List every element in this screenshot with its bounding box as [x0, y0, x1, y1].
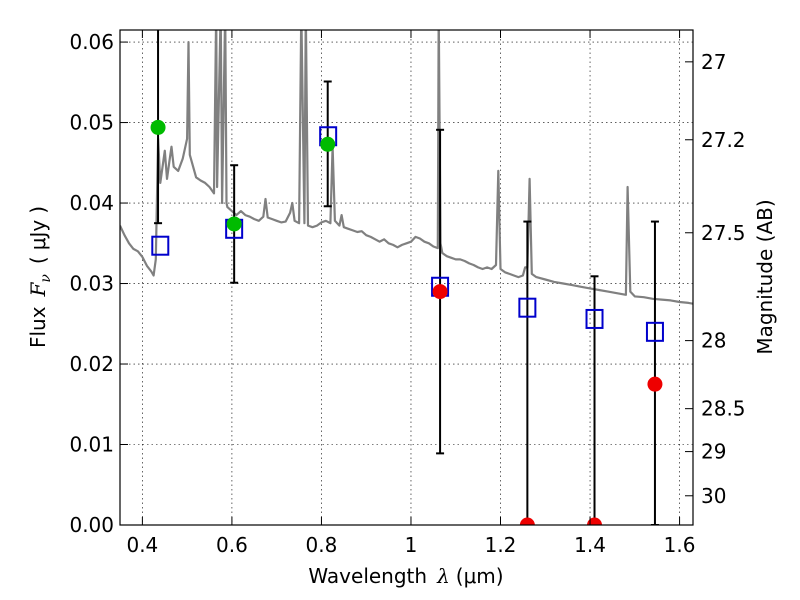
magnitude-tick-label: 28.5: [701, 397, 746, 421]
model-photometry-point: [518, 297, 537, 318]
x-tick-label: 0.8: [306, 533, 338, 557]
model-photometry-point: [151, 235, 170, 256]
x-tick-label: 1.4: [574, 533, 606, 557]
magnitude-tick-label: 27: [701, 50, 726, 74]
y-label-close-paren: ): [26, 206, 50, 214]
x-tick-label: 0.6: [216, 533, 248, 557]
y-tick-label: 0.01: [69, 433, 114, 457]
magnitude-tick-label: 27.2: [701, 128, 746, 152]
x-axis: 0.4 0.6 0.8 1 1.2 1.4 1.6: [126, 30, 695, 557]
x-axis-label: Wavelength λ (μm): [308, 564, 503, 588]
model-photometry-point: [585, 308, 604, 329]
y-label-open-paren: (: [26, 256, 50, 264]
x-tick-label: 1.2: [485, 533, 517, 557]
y-tick-label: 0.02: [69, 352, 114, 376]
nondetection-point: [432, 284, 448, 300]
nondetection-point: [647, 376, 663, 392]
magnitude-tick-label: 28: [701, 329, 726, 353]
y-tick-label: 0.05: [69, 111, 114, 135]
model-spectrum-line: [120, 30, 693, 305]
nondetection-point: [587, 517, 603, 525]
detection-point: [226, 216, 242, 232]
y-tick-label: 0.06: [69, 30, 114, 54]
nondetection-point: [519, 517, 535, 525]
observation-layer: [150, 119, 663, 525]
y-tick-label: 0.00: [69, 513, 114, 537]
magnitude-tick-label: 30: [701, 484, 726, 508]
y-label-symbol: F: [26, 281, 50, 297]
magnitude-tick-label: 29: [701, 440, 726, 464]
y-axis-label: Flux Fν ( μJy): [26, 206, 54, 348]
y-label-prefix: Flux: [26, 306, 50, 348]
detection-point: [320, 136, 336, 152]
y-tick-label: 0.04: [69, 191, 114, 215]
y-label-subscript: ν: [38, 274, 54, 283]
x-tick-label: 1.6: [664, 533, 696, 557]
y-tick-label: 0.03: [69, 272, 114, 296]
plot-area: [120, 30, 693, 525]
magnitude-axis-label: Magnitude (AB): [753, 199, 777, 354]
x-label-prefix: Wavelength: [308, 564, 427, 588]
x-label-unit: (μm): [456, 564, 504, 588]
magnitude-axis: 27 27.2 27.5 28 28.5 29 30: [685, 50, 746, 508]
detection-point: [150, 119, 166, 135]
model-photometry-point: [645, 321, 664, 342]
plot-frame: [119, 29, 694, 526]
y-axis: 0.00 0.01 0.02 0.03 0.04 0.05 0.06: [69, 30, 128, 537]
magnitude-tick-label: 27.5: [701, 221, 746, 245]
x-tick-label: 1: [405, 533, 418, 557]
model-spectrum-layer: [120, 30, 693, 305]
x-tick-label: 0.4: [126, 533, 158, 557]
x-label-symbol: λ: [436, 564, 450, 588]
y-label-unit: μJy: [26, 220, 50, 251]
